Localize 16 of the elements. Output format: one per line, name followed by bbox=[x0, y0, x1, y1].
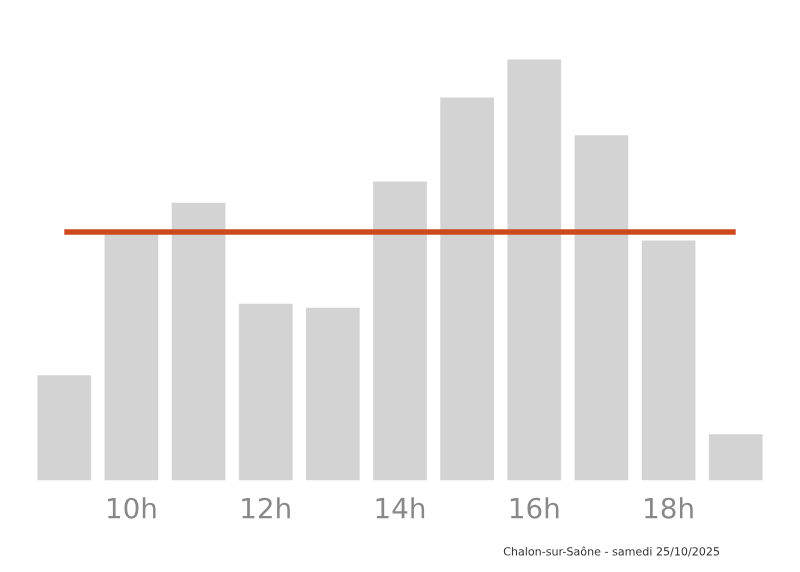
x-tick-label: 14h bbox=[376, 497, 425, 519]
x-tick-label: 18h bbox=[645, 497, 693, 519]
bar bbox=[306, 307, 360, 481]
x-tick-label: 10h bbox=[108, 497, 156, 519]
bar bbox=[440, 97, 494, 481]
x-tick-label: 16h bbox=[510, 497, 559, 519]
bar bbox=[171, 202, 226, 481]
bar bbox=[708, 434, 763, 481]
bar bbox=[507, 59, 562, 481]
bar bbox=[641, 240, 696, 481]
bar bbox=[574, 135, 629, 481]
x-tick-label: 12h bbox=[242, 497, 290, 519]
bar bbox=[37, 375, 92, 481]
bar bbox=[238, 303, 293, 481]
bar bbox=[104, 232, 159, 481]
bar bbox=[373, 181, 427, 481]
